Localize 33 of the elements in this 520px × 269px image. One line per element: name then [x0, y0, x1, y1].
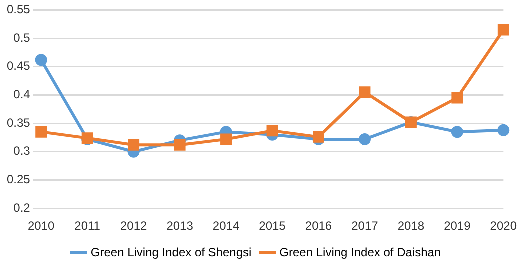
point [174, 139, 186, 151]
point [128, 139, 140, 151]
x-tick-label: 2011 [74, 219, 101, 234]
legend-label: Green Living Index of Daishan [280, 245, 442, 260]
x-tick-label: 2016 [305, 219, 332, 234]
point [451, 126, 464, 138]
y-tick-label: 0.25 [6, 172, 31, 187]
x-tick-label: 2020 [490, 219, 518, 234]
x-tick-label: 2013 [166, 219, 194, 234]
y-tick-label: 0.45 [6, 59, 31, 74]
point [452, 92, 464, 104]
y-tick-label: 0.55 [6, 2, 31, 17]
x-tick-label: 2019 [444, 219, 472, 234]
y-tick-label: 0.35 [6, 116, 31, 130]
x-tick-label: 2018 [398, 219, 425, 234]
point [498, 124, 510, 136]
point [36, 126, 48, 138]
y-tick-label: 0.5 [14, 30, 31, 45]
y-tick-label: 0.3 [14, 144, 31, 158]
legend-label: Green Living Index of Shengsi [90, 245, 252, 260]
x-tick-label: 2012 [120, 219, 148, 234]
point [266, 125, 278, 137]
x-tick-label: 2010 [28, 219, 56, 234]
point [498, 24, 510, 36]
point [359, 86, 371, 98]
y-tick-label: 0.4 [14, 88, 31, 102]
x-tick-label: 2014 [212, 219, 240, 234]
x-tick-label: 2015 [259, 219, 286, 234]
point [312, 131, 324, 143]
point [358, 133, 371, 146]
x-tick-label: 2017 [352, 219, 379, 234]
point [220, 134, 232, 146]
y-tick-label: 0.2 [14, 200, 31, 215]
